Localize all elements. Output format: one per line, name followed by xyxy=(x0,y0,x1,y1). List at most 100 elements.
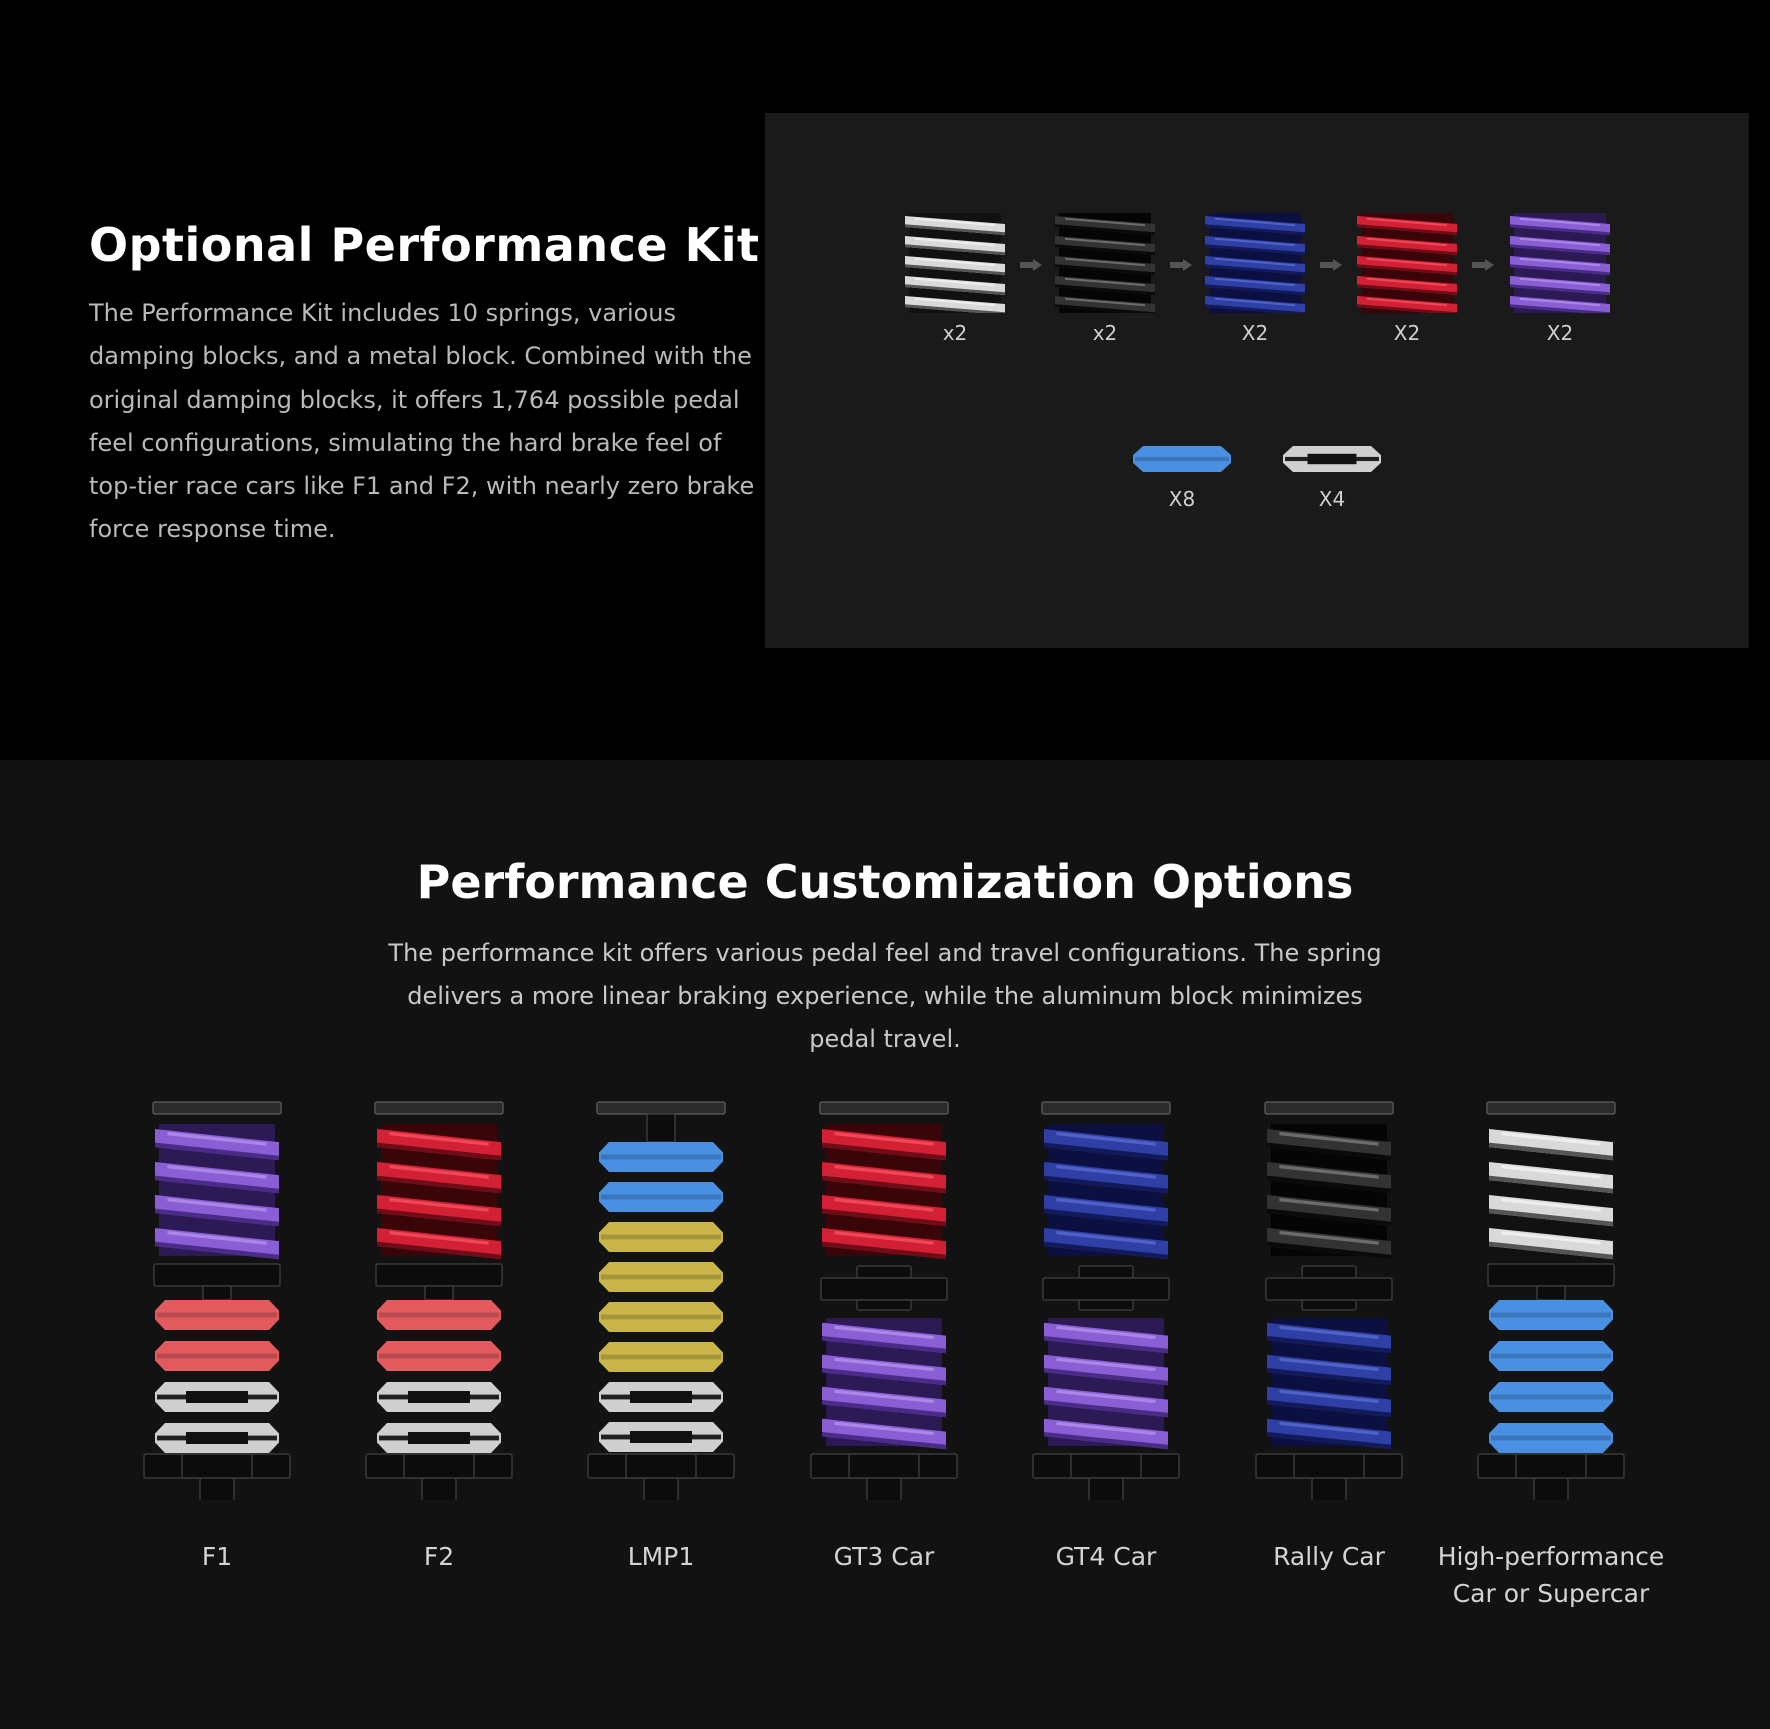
configuration-f2 xyxy=(364,1100,514,1500)
customization-section: Performance Customization Options The pe… xyxy=(0,760,1770,1729)
blue-damping-block xyxy=(1489,1382,1613,1412)
stem xyxy=(856,1299,912,1311)
kit-spring-graphic xyxy=(905,213,1005,313)
configuration-label: F2 xyxy=(423,1542,455,1571)
red-damping-block xyxy=(377,1300,501,1330)
kit-spring-graphic xyxy=(1357,213,1457,313)
stem xyxy=(1301,1265,1357,1279)
arrow-right-icon xyxy=(1170,259,1192,271)
top-cap xyxy=(819,1101,949,1115)
spacer-plate xyxy=(375,1263,503,1287)
stem xyxy=(646,1113,676,1143)
stem xyxy=(1078,1299,1134,1311)
purple-spring xyxy=(822,1318,946,1450)
stem xyxy=(202,1285,232,1301)
blue-damping-block xyxy=(1133,446,1231,472)
top-cap xyxy=(1041,1101,1171,1115)
spacer-plate xyxy=(1487,1263,1615,1287)
kit-spring-graphic xyxy=(1205,213,1305,313)
configuration-label: GT4 Car xyxy=(1055,1542,1157,1571)
top-cap xyxy=(1486,1101,1616,1115)
kit-spring-qty: x2 xyxy=(942,321,968,345)
red-damping-block xyxy=(155,1341,279,1371)
silver-damping-block xyxy=(377,1382,501,1412)
configuration-stack xyxy=(587,1101,735,1500)
kit-springs-row: x2 x2 X2 X2 X2 X8 X4 xyxy=(765,113,1749,648)
blue-damping-block xyxy=(1489,1300,1613,1330)
red-spring xyxy=(377,1124,501,1260)
kit-title: Optional Performance Kit xyxy=(89,218,760,272)
configuration-stack xyxy=(1255,1101,1403,1500)
configuration-stack xyxy=(365,1101,513,1500)
configuration-high-performance-car-or-supercar xyxy=(1476,1100,1626,1500)
silver-spring xyxy=(1489,1124,1613,1260)
arrow-right-icon xyxy=(1020,259,1042,271)
configuration-stack xyxy=(143,1101,291,1500)
base-mount xyxy=(587,1453,735,1500)
configuration-gt3-car xyxy=(809,1100,959,1500)
kit-spring-qty: x2 xyxy=(1092,321,1118,345)
configuration-label: Rally Car xyxy=(1273,1542,1385,1571)
configuration-label: F1 xyxy=(201,1542,233,1571)
yellow-damping-block xyxy=(599,1262,723,1292)
kit-block-graphic xyxy=(1283,446,1381,472)
spacer-plate xyxy=(153,1263,281,1287)
silver-damping-block xyxy=(377,1423,501,1453)
blue-spring xyxy=(1044,1124,1168,1260)
top-cap xyxy=(1264,1101,1394,1115)
configuration-label: GT3 Car xyxy=(833,1542,935,1571)
top-cap xyxy=(596,1101,726,1115)
blue-damping-block xyxy=(599,1142,723,1172)
performance-kit-section: Optional Performance Kit The Performance… xyxy=(0,0,1770,760)
silver-damping-block xyxy=(599,1422,723,1452)
configuration-stack xyxy=(1477,1101,1625,1500)
base-mount xyxy=(1032,1453,1180,1500)
black-spring xyxy=(1267,1124,1391,1260)
configuration-stack xyxy=(810,1101,958,1500)
silver-damping-block xyxy=(599,1382,723,1412)
options-description: The performance kit offers various pedal… xyxy=(388,939,1382,1053)
options-title: Performance Customization Options xyxy=(416,855,1354,909)
spacer-plate xyxy=(1265,1277,1393,1301)
stem xyxy=(1536,1285,1566,1301)
configuration-label: LMP1 xyxy=(627,1542,695,1571)
configuration-gt4-car xyxy=(1031,1100,1181,1500)
red-spring xyxy=(1357,213,1457,313)
base-mount xyxy=(143,1453,291,1500)
top-cap xyxy=(152,1101,282,1115)
kit-spring-graphic xyxy=(1055,213,1155,313)
kit-spring-graphic xyxy=(1510,213,1610,313)
kit-block-graphic xyxy=(1133,446,1231,472)
kit-description: The Performance Kit includes 10 springs,… xyxy=(89,299,755,544)
base-mount xyxy=(365,1453,513,1500)
spacer-plate xyxy=(1042,1277,1170,1301)
configuration-lmp1 xyxy=(586,1100,736,1500)
blue-damping-block xyxy=(1489,1423,1613,1453)
configuration-rally-car xyxy=(1254,1100,1404,1500)
configuration-f1 xyxy=(142,1100,292,1500)
red-damping-block xyxy=(377,1341,501,1371)
configuration-stack xyxy=(1032,1101,1180,1500)
yellow-damping-block xyxy=(599,1222,723,1252)
black-spring xyxy=(1055,213,1155,313)
silver-damping-block xyxy=(155,1423,279,1453)
blue-spring xyxy=(1205,213,1305,313)
arrow-right-icon xyxy=(1320,259,1342,271)
red-damping-block xyxy=(155,1300,279,1330)
silver-damping-block xyxy=(1283,446,1381,472)
kit-spring-qty: X2 xyxy=(1546,321,1574,345)
blue-spring xyxy=(1267,1318,1391,1450)
spacer-plate xyxy=(820,1277,948,1301)
purple-spring xyxy=(1044,1318,1168,1450)
stem xyxy=(1078,1265,1134,1279)
yellow-damping-block xyxy=(599,1342,723,1372)
purple-spring xyxy=(155,1124,279,1260)
silver-damping-block xyxy=(155,1382,279,1412)
stem xyxy=(424,1285,454,1301)
configuration-label: High-performance Car or Supercar xyxy=(1437,1542,1665,1608)
base-mount xyxy=(1255,1453,1403,1500)
stem xyxy=(1301,1299,1357,1311)
base-mount xyxy=(1477,1453,1625,1500)
blue-damping-block xyxy=(1489,1341,1613,1371)
stem xyxy=(856,1265,912,1279)
